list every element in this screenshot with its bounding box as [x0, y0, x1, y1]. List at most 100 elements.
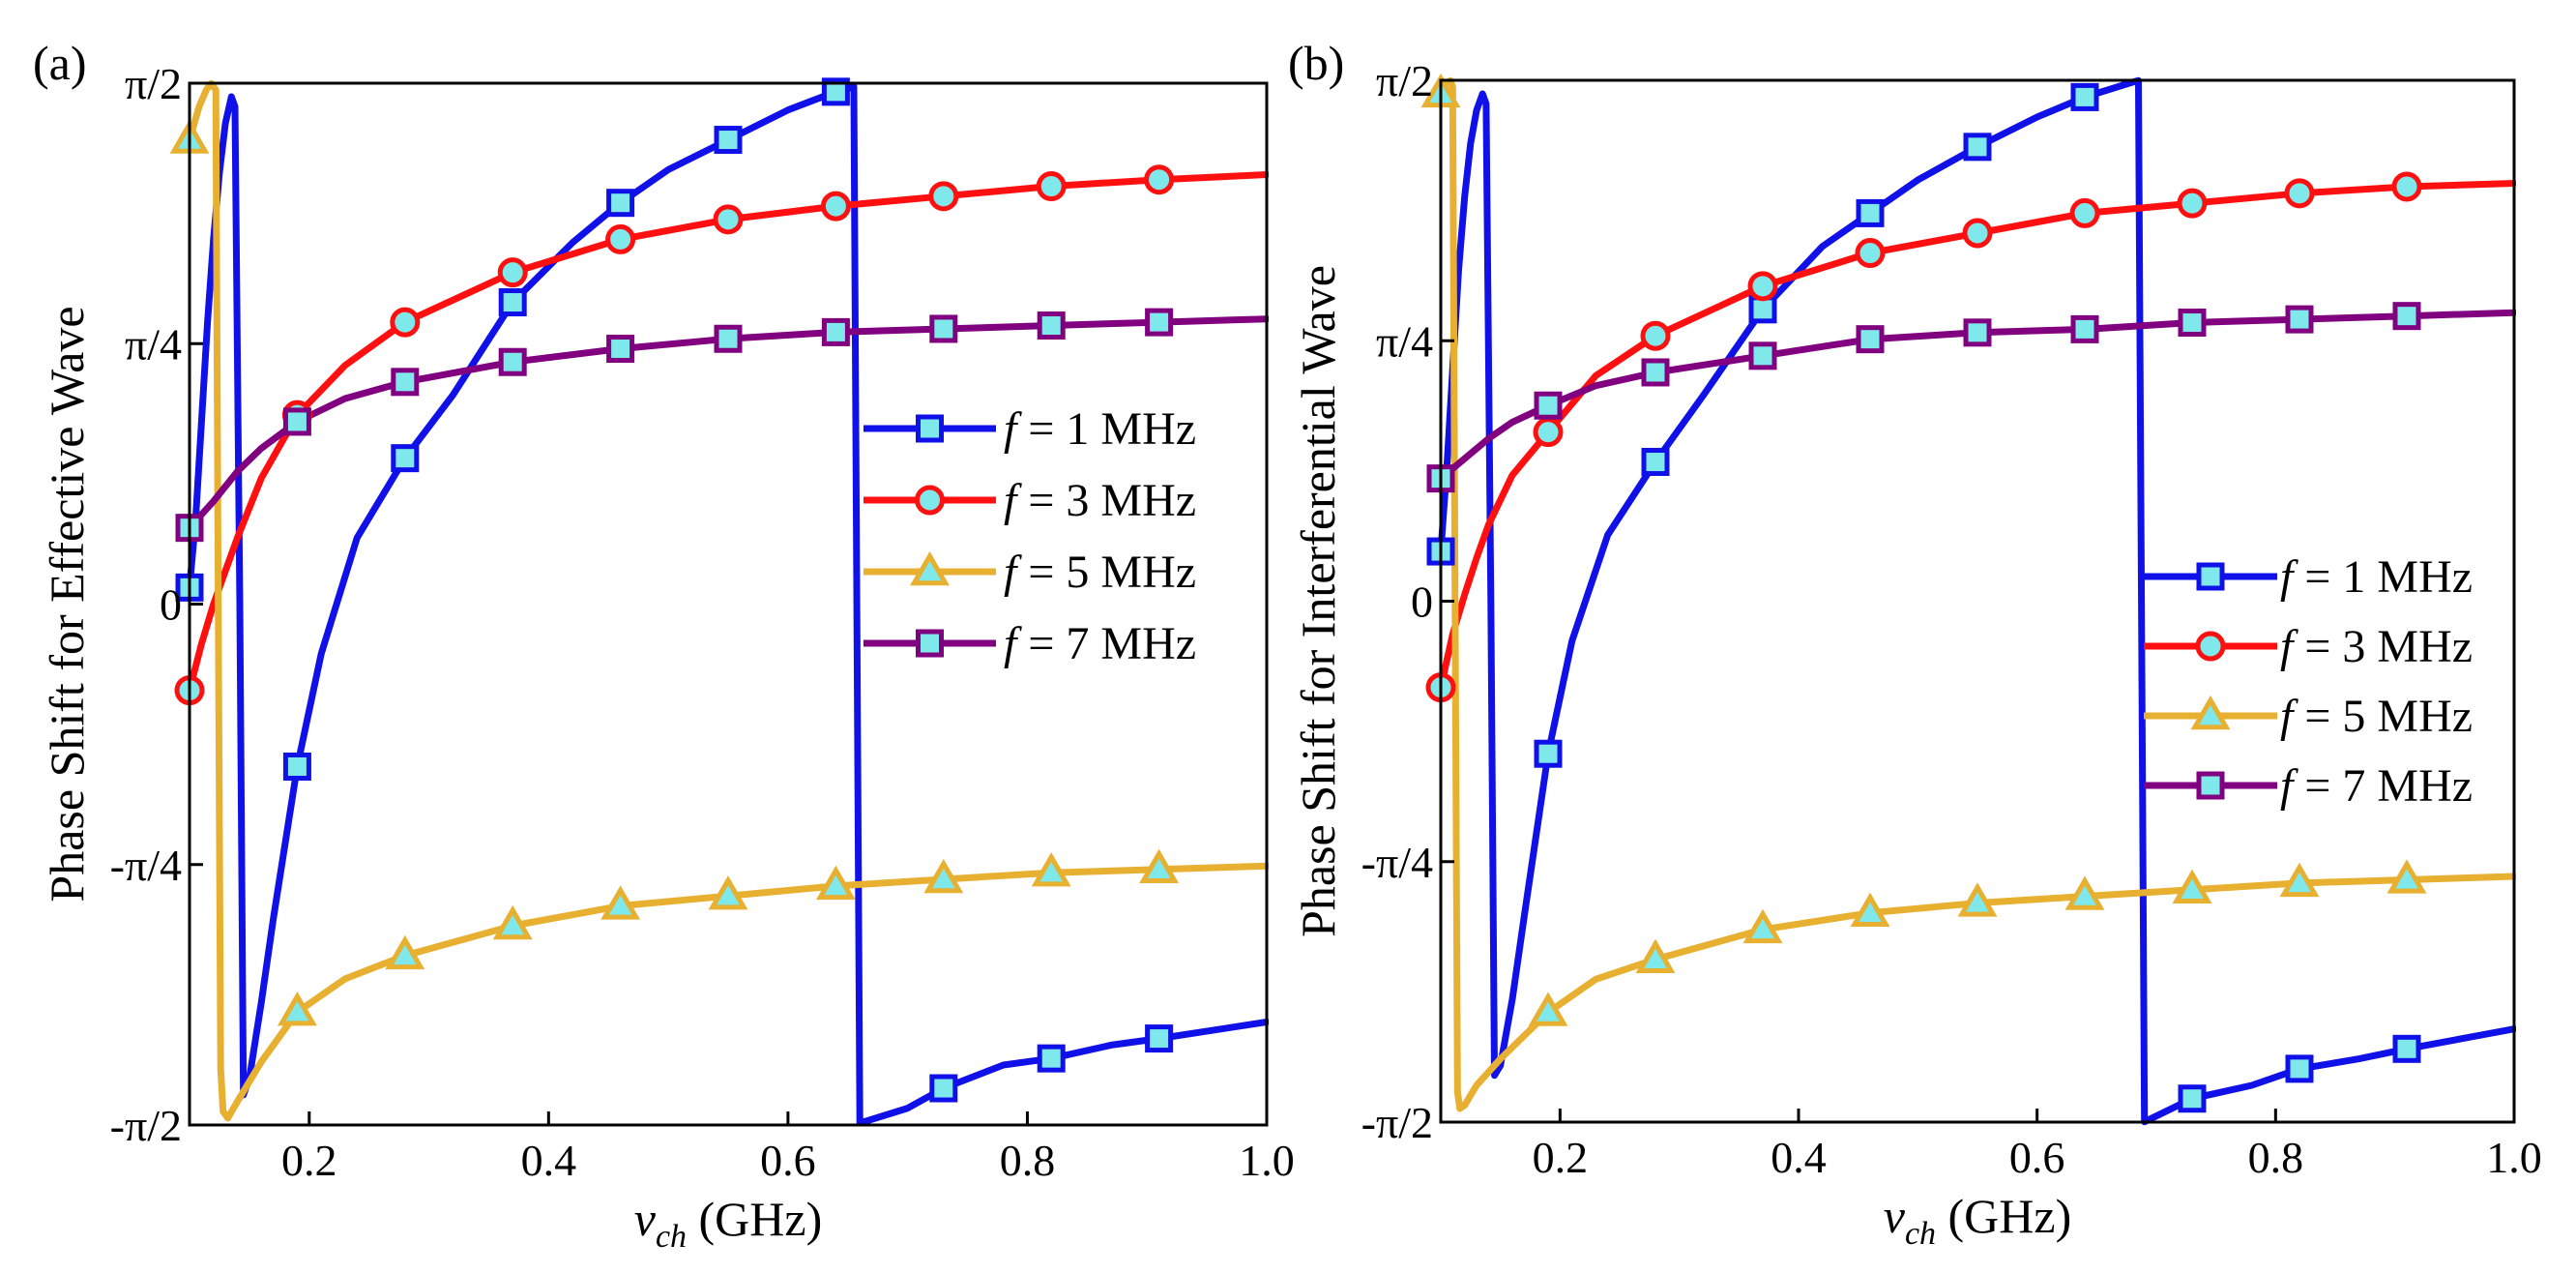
x-tick-label: 0.4 [1771, 1133, 1827, 1182]
data-point [2064, 875, 2105, 910]
data-point [1528, 992, 1568, 1026]
x-tick-label: 0.4 [521, 1136, 577, 1185]
data-point [385, 934, 425, 970]
data-point [497, 257, 528, 288]
plot-area [1420, 73, 2516, 1126]
y-axis-label: Phase Shift for Effective Wave [40, 306, 94, 902]
y-tick-label: -π/4 [110, 841, 182, 890]
panel-a: -π/2 -π/4 0 π/4 π/2 0.2 0.4 0.6 0.8 1.0 vch (GHz) P… [33, 36, 1295, 1255]
data-point [714, 126, 743, 155]
data-point [1641, 358, 1670, 387]
x-tick-label: 1.0 [2486, 1133, 2542, 1182]
data-point [498, 288, 527, 317]
legend-marker [2190, 695, 2231, 730]
data-point [1533, 417, 1564, 448]
data-point [606, 335, 635, 364]
y-tick-label: π/4 [1376, 316, 1433, 366]
data-point [2172, 869, 2212, 903]
data-point [391, 444, 420, 473]
legend-label: f = 3 MHz [1004, 475, 1196, 526]
data-point [1139, 848, 1180, 883]
data-point [1742, 908, 1783, 944]
data-point [1957, 882, 1998, 917]
y-tick-label: π/2 [125, 59, 182, 108]
data-point [2069, 197, 2100, 228]
data-point [390, 307, 421, 338]
x-tick-label: 0.2 [281, 1136, 337, 1185]
data-point [713, 204, 744, 235]
data-point [1635, 938, 1676, 973]
legend-marker [915, 485, 945, 516]
data-point [1144, 164, 1175, 195]
data-point [1856, 325, 1885, 354]
y-tick-label: 0 [160, 580, 182, 630]
legend-label: f = 7 MHz [1004, 618, 1196, 669]
data-point [606, 189, 635, 218]
data-point [2178, 309, 2207, 338]
data-point [391, 368, 420, 397]
data-point [2285, 305, 2314, 334]
data-point [1145, 308, 1174, 337]
panel-b: -π/2 -π/4 0 π/4 π/2 0.2 0.4 0.6 0.8 1.0 vch (GHz) P… [1288, 36, 2542, 1252]
data-point [708, 875, 748, 910]
x-tick-label: 0.2 [1533, 1133, 1589, 1182]
x-tick-label: 1.0 [1239, 1136, 1295, 1185]
y-tick-label: 0 [1411, 577, 1433, 627]
data-point [2391, 171, 2422, 202]
data-point [821, 317, 850, 346]
data-point [2279, 862, 2320, 898]
panel-label: (a) [33, 36, 87, 90]
data-point [929, 314, 958, 343]
legend-label: f = 5 MHz [1004, 547, 1196, 598]
legend-marker [2195, 631, 2226, 662]
x-axis-label: vch (GHz) [1884, 1189, 2072, 1252]
data-point [815, 865, 856, 901]
data-point [2392, 1034, 2421, 1063]
data-point [714, 324, 743, 353]
data-point [1641, 448, 1670, 477]
data-point [929, 1074, 958, 1103]
x-tick-label: 0.8 [1000, 1136, 1056, 1185]
data-point [2177, 188, 2208, 219]
data-point [2178, 1084, 2207, 1113]
data-point [1856, 198, 1885, 227]
data-point [2392, 302, 2421, 331]
plot-area [169, 77, 1269, 1127]
data-point [498, 347, 527, 376]
y-tick-label: -π/2 [1361, 1098, 1433, 1147]
x-tick-label: 0.8 [2248, 1133, 2304, 1182]
data-point [1036, 171, 1067, 202]
data-point [492, 904, 533, 940]
data-point [2284, 178, 2315, 209]
data-point [928, 181, 959, 212]
data-point [1145, 1024, 1174, 1053]
data-point [1031, 852, 1071, 887]
data-point [1534, 739, 1563, 768]
data-point [2070, 82, 2099, 111]
x-tick-label: 0.6 [2009, 1133, 2065, 1182]
series-line-5-mhz [186, 79, 1269, 1122]
data-point [605, 223, 636, 254]
data-point [820, 191, 851, 222]
data-point [1640, 320, 1671, 351]
legend-marker [910, 550, 950, 586]
legend-marker [916, 414, 944, 443]
data-point [1037, 311, 1066, 340]
data-point [2386, 859, 2427, 894]
data-point [1963, 133, 1992, 162]
x-tick-label: 0.6 [760, 1136, 816, 1185]
y-axis-label: Phase Shift for Interferential Wave [1291, 265, 1345, 937]
legend-marker [2196, 562, 2225, 591]
legend: f = 1 MHz f = 3 MHz f = 5 MHz f = 7 MHz [864, 403, 1196, 669]
legend-label: f = 1 MHz [1004, 403, 1196, 455]
data-point [1850, 892, 1890, 927]
data-point [1855, 238, 1886, 269]
data-point [2285, 1054, 2314, 1083]
y-tick-label: -π/4 [1361, 838, 1433, 887]
legend: f = 1 MHz f = 3 MHz f = 5 MHz f = 7 MHz [2144, 551, 2473, 812]
data-point [1747, 271, 1778, 302]
legend-label: f = 3 MHz [2280, 621, 2473, 672]
data-point [1534, 391, 1563, 420]
x-axis-label: vch (GHz) [634, 1192, 823, 1255]
